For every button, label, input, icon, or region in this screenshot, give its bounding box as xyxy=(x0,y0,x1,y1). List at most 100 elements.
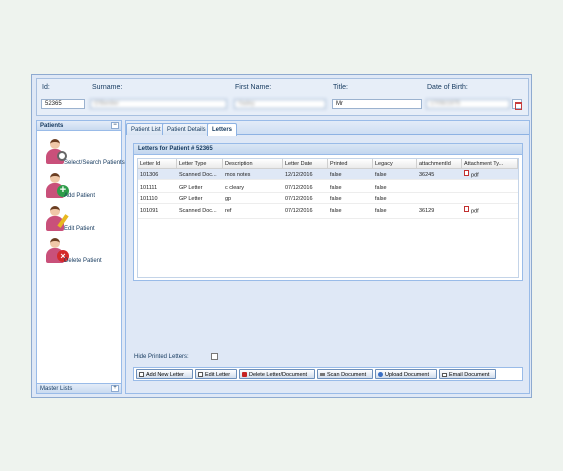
email-document-button[interactable]: Email Document xyxy=(439,369,496,379)
cell-letter-id: 101306 xyxy=(140,171,159,178)
cell-legacy: false xyxy=(375,184,387,191)
cell-description: ref xyxy=(225,207,232,214)
master-lists-bar[interactable]: Master Lists + xyxy=(37,383,121,393)
surname-field[interactable]: O'Bentler xyxy=(90,99,227,109)
cell-printed: false xyxy=(330,184,342,191)
scan-document-button[interactable]: Scan Document xyxy=(317,369,373,379)
scanner-icon xyxy=(320,373,325,376)
edit-letter-label: Edit Letter xyxy=(205,371,231,378)
add-new-letter-label: Add New Letter xyxy=(146,371,184,378)
table-row[interactable]: 101110 GP Letter gp 07/12/2016 false fal… xyxy=(138,193,518,204)
column-header-attachment-type[interactable]: Attachment Ty... xyxy=(462,159,518,169)
sidebar-header: Patients − xyxy=(37,121,121,131)
tab-strip: Patient List Patient Details Letters xyxy=(126,121,529,136)
upload-document-label: Upload Document xyxy=(385,371,430,378)
cell-letter-date: 12/12/2016 xyxy=(285,171,313,178)
attachment-type-label: pdf xyxy=(471,171,479,178)
cell-legacy: false xyxy=(375,207,387,214)
firstname-label: First Name: xyxy=(235,84,272,91)
add-new-letter-button[interactable]: Add New Letter xyxy=(136,369,193,379)
id-label: Id: xyxy=(42,84,50,91)
email-document-label: Email Document xyxy=(449,371,490,378)
column-header-letter-date[interactable]: Letter Date xyxy=(283,159,328,169)
table-row[interactable]: 101306 Scanned Doc... mos notes 12/12/20… xyxy=(138,169,518,180)
letters-grid-panel: Letters for Patient # 52365 Letter Id Le… xyxy=(133,143,523,281)
letters-grid-title: Letters for Patient # 52365 xyxy=(134,144,522,155)
tab-patient-details[interactable]: Patient Details xyxy=(162,123,211,135)
firstname-field[interactable]: Yadey xyxy=(234,99,326,109)
upload-document-button[interactable]: Upload Document xyxy=(375,369,437,379)
sidebar-title: Patients xyxy=(40,123,64,129)
main-panel: Patient List Patient Details Letters Let… xyxy=(125,120,530,394)
delete-patient-icon: × xyxy=(44,238,69,266)
edit-document-icon xyxy=(198,372,203,377)
sidebar-item-label: Edit Patient xyxy=(64,226,95,232)
dob-field[interactable]: 17/06/1975 xyxy=(426,99,510,109)
patient-app-window: Id: 52365 Surname: O'Bentler First Name:… xyxy=(31,74,532,398)
title-label: Title: xyxy=(333,84,348,91)
sidebar-item-label: Add Patient xyxy=(64,193,96,199)
cell-letter-type: GP Letter xyxy=(179,184,203,191)
letters-grid: Letter Id Letter Type Description Letter… xyxy=(137,158,519,278)
column-header-printed[interactable]: Printed xyxy=(328,159,373,169)
cell-letter-id: 101110 xyxy=(140,195,158,202)
hide-printed-label: Hide Printed Letters: xyxy=(134,354,189,360)
cell-description: gp xyxy=(225,195,232,202)
cell-printed: false xyxy=(330,207,342,214)
id-field[interactable]: 52365 xyxy=(41,99,85,109)
edit-letter-button[interactable]: Edit Letter xyxy=(195,369,237,379)
dob-label: Date of Birth: xyxy=(427,84,468,91)
pdf-icon xyxy=(464,205,469,212)
attachment-type-label: pdf xyxy=(471,207,479,214)
sidebar-item-label: Select/Search Patients xyxy=(64,160,125,166)
patient-header: Id: 52365 Surname: O'Bentler First Name:… xyxy=(36,78,529,116)
column-header-legacy[interactable]: Legacy xyxy=(373,159,417,169)
sidebar-item-label: Delete Patient xyxy=(64,258,102,264)
edit-patient-icon xyxy=(44,206,69,234)
cell-letter-type: Scanned Doc... xyxy=(179,171,217,178)
cell-letter-id: 101091 xyxy=(140,207,159,214)
cell-description: c cleary xyxy=(225,184,244,191)
cell-letter-type: GP Letter xyxy=(179,195,203,202)
sidebar-item-edit-patient[interactable]: Edit Patient xyxy=(40,206,122,236)
cell-printed: false xyxy=(330,195,342,202)
cell-description: mos notes xyxy=(225,171,251,178)
column-header-description[interactable]: Description xyxy=(223,159,283,169)
delete-letter-button[interactable]: Delete Letter/Document xyxy=(239,369,315,379)
column-header-attachment-id[interactable]: attachmentId xyxy=(417,159,462,169)
add-patient-icon: + xyxy=(44,173,69,201)
cell-attachment-id: 36245 xyxy=(419,171,435,178)
pdf-icon xyxy=(464,169,469,176)
cell-attachment-type[interactable]: pdf xyxy=(462,169,481,180)
delete-letter-label: Delete Letter/Document xyxy=(249,371,308,378)
cell-attachment-type[interactable]: pdf xyxy=(462,205,481,216)
upload-icon xyxy=(378,372,383,377)
delete-icon xyxy=(242,372,247,377)
cell-letter-date: 07/12/2016 xyxy=(285,184,313,191)
column-header-letter-id[interactable]: Letter Id xyxy=(138,159,177,169)
cell-letter-id: 101111 xyxy=(140,184,158,191)
cell-printed: false xyxy=(330,171,342,178)
cell-letter-type: Scanned Doc... xyxy=(179,207,217,214)
email-icon xyxy=(442,373,447,377)
column-header-letter-type[interactable]: Letter Type xyxy=(177,159,223,169)
hide-printed-checkbox[interactable] xyxy=(211,353,218,360)
cell-attachment-id: 36129 xyxy=(419,207,435,214)
patients-sidebar: Patients − Select/Search Patients + Add … xyxy=(36,120,125,394)
table-row[interactable]: 101091 Scanned Doc... ref 07/12/2016 fal… xyxy=(138,205,518,219)
collapse-icon[interactable]: − xyxy=(111,122,119,129)
letters-toolbar: Add New Letter Edit Letter Delete Letter… xyxy=(133,367,523,381)
tab-letters[interactable]: Letters xyxy=(207,123,238,136)
new-document-icon xyxy=(139,372,144,377)
cell-legacy: false xyxy=(375,195,387,202)
table-row[interactable]: 101111 GP Letter c cleary 07/12/2016 fal… xyxy=(138,182,518,193)
expand-icon[interactable]: + xyxy=(111,385,119,392)
calendar-icon[interactable] xyxy=(512,99,522,110)
sidebar-item-select-search-patients[interactable]: Select/Search Patients xyxy=(40,139,125,169)
title-field[interactable]: Mr xyxy=(332,99,422,109)
tab-patient-list[interactable]: Patient List xyxy=(126,123,166,135)
sidebar-item-delete-patient[interactable]: × Delete Patient xyxy=(40,238,122,268)
search-patient-icon xyxy=(44,139,67,167)
cell-letter-date: 07/12/2016 xyxy=(285,195,313,202)
sidebar-item-add-patient[interactable]: + Add Patient xyxy=(40,173,122,203)
